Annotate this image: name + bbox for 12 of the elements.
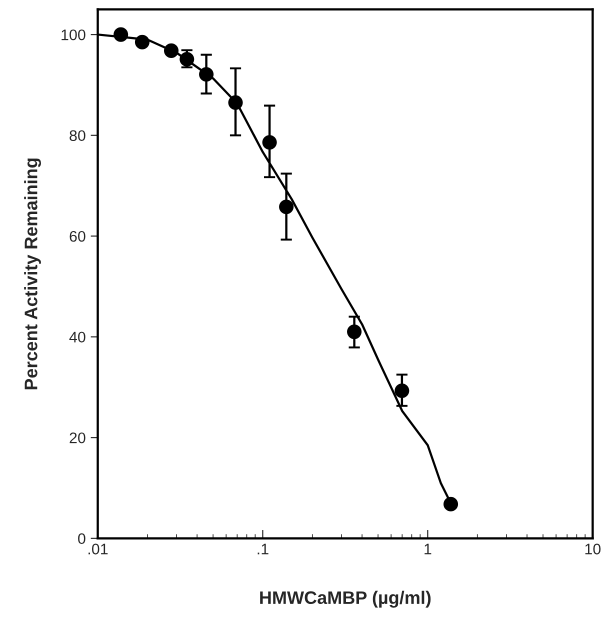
y-tick-label: 40	[69, 332, 86, 343]
x-tick-label: 10	[585, 544, 601, 554]
y-tick-label: 80	[70, 130, 86, 142]
y-axis-title: Percent Activity Remaining	[24, 158, 42, 390]
x-axis-title: HMWCaMBP (µg/ml)	[260, 590, 431, 608]
y-tick-label: 60	[70, 230, 86, 242]
y-tick-label: 20	[70, 432, 86, 444]
y-tick-label: 0	[78, 533, 86, 544]
x-tick-label: .1	[258, 544, 268, 554]
x-tick-label: .01	[88, 544, 108, 554]
y-tick-label: 100	[62, 29, 86, 40]
x-tick-label: 1	[424, 544, 432, 554]
